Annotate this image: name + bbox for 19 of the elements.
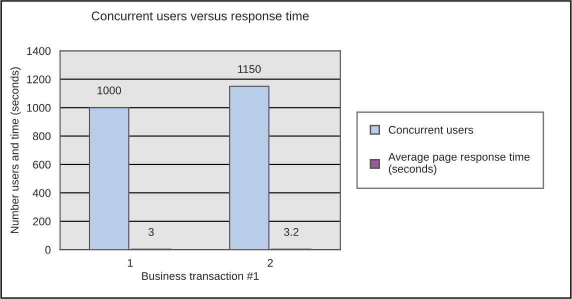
y-tick-label: 200 xyxy=(33,218,51,226)
y-tick-label: 600 xyxy=(33,160,51,169)
legend-label: Average page response time (seconds) xyxy=(388,152,530,175)
x-axis-title: Business transaction #1 xyxy=(142,272,259,280)
y-tick-label: 1200 xyxy=(27,76,51,84)
legend-label: Concurrent users xyxy=(388,126,474,134)
y-tick-label: 800 xyxy=(32,132,51,140)
data-label: 3.2 xyxy=(284,228,298,236)
data-label: 1000 xyxy=(98,86,122,94)
x-tick-label: 2 xyxy=(268,258,273,267)
x-tick-label: 1 xyxy=(128,259,133,267)
data-label: 3 xyxy=(148,228,154,236)
chart-title: Concurrent users versus response time xyxy=(92,11,309,23)
y-tick-label: 1000 xyxy=(27,104,51,112)
y-axis-title: Number users and time (seconds) xyxy=(10,67,21,234)
data-label: 1150 xyxy=(238,65,261,74)
y-tick-label: 0 xyxy=(45,246,51,254)
y-tick-label: 400 xyxy=(32,189,51,197)
y-tick-label: 1400 xyxy=(27,47,51,55)
